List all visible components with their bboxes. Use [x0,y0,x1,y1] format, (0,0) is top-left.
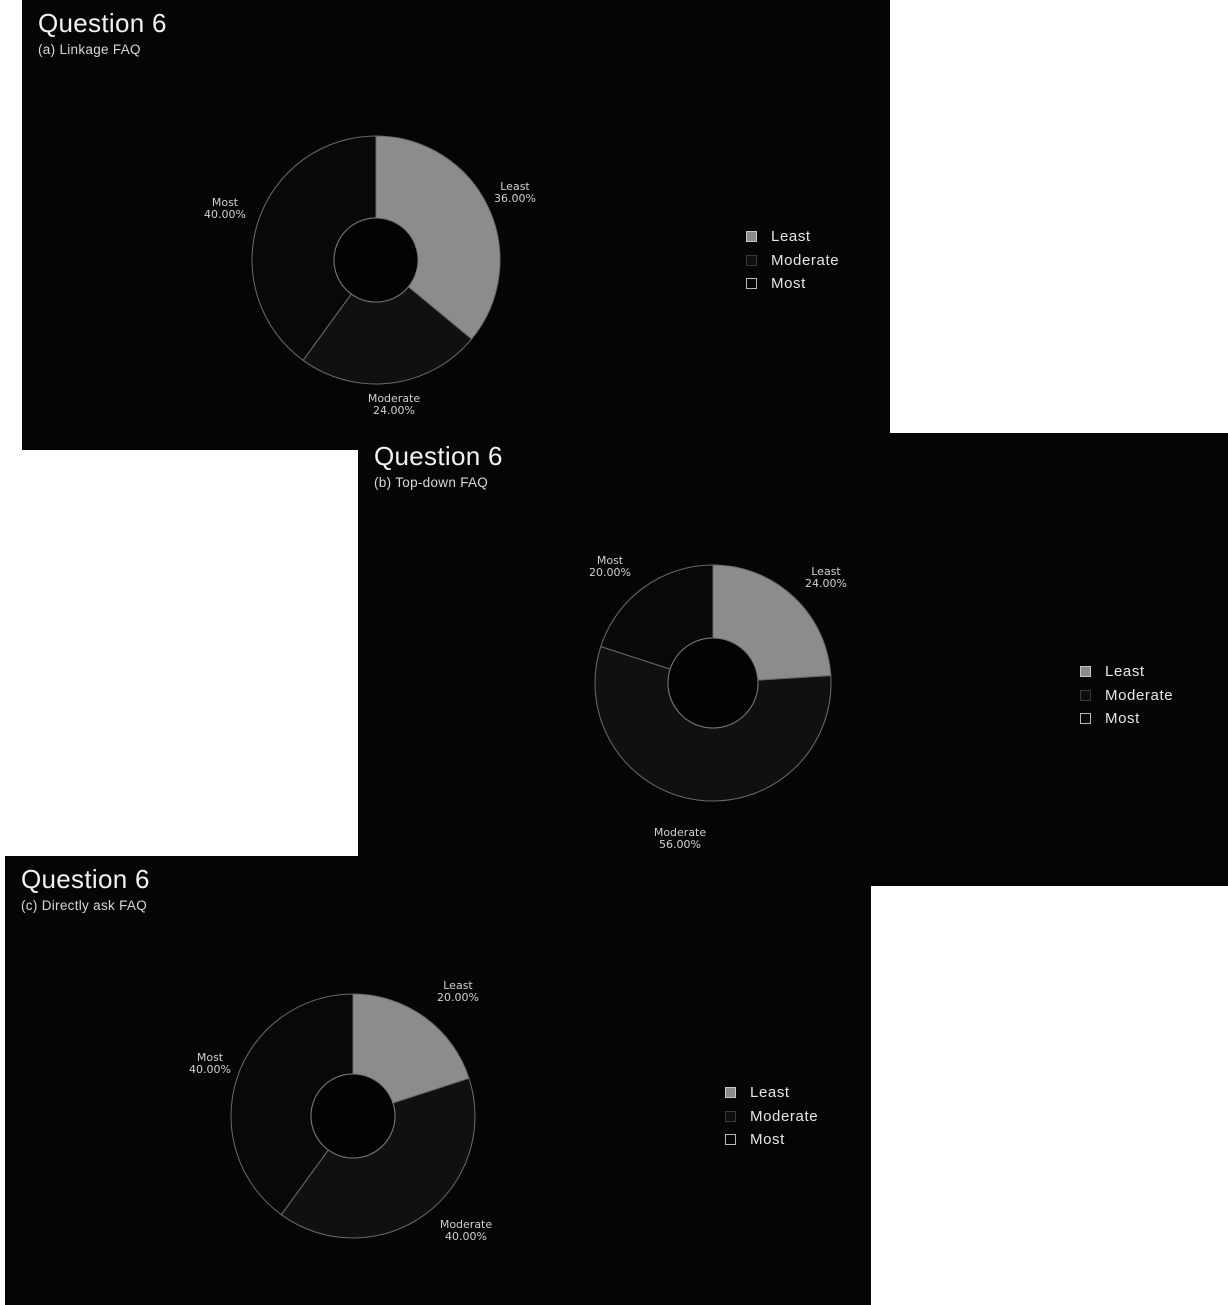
slice-label-most: Most [212,196,239,209]
slice-label-least: Least [500,180,530,193]
legend-label: Moderate [771,251,840,269]
legend-label: Most [1105,710,1140,728]
chart-subtitle: (c) Directly ask FAQ [21,898,148,913]
legend-label: Least [771,228,811,246]
legend-item-least: Least [725,1081,818,1105]
slice-value-least: 20.00% [437,991,479,1004]
legend-label: Most [750,1131,785,1149]
legend-item-least: Least [1080,660,1173,684]
legend-label: Most [771,275,806,293]
legend-item-moderate: Moderate [725,1105,818,1129]
chart-panel-linkage: Question 6 (a) Linkage FAQ Least 36.00% Mo… [22,0,890,450]
slice-label-moderate: Moderate [440,1218,493,1231]
legend-item-most: Most [746,272,839,296]
legend-item-most: Most [725,1128,818,1152]
legend-item-least: Least [746,225,839,249]
legend-swatch-least [1080,666,1091,678]
chart-subtitle: (a) Linkage FAQ [38,42,141,57]
slice-value-moderate: 40.00% [445,1230,487,1243]
legend-swatch-most [725,1134,736,1146]
chart-panel-directly-ask: Question 6 (c) Directly ask FAQ Least 20.… [5,856,871,1305]
donut-hole [667,637,759,729]
chart-panel-top-down: Question 6 (b) Top-down FAQ Least 24.00% M… [358,433,1228,886]
legend-label: Moderate [750,1107,819,1125]
legend-swatch-most [1080,713,1091,725]
donut-hole [310,1073,396,1159]
legend-swatch-moderate [725,1110,736,1122]
slice-value-most: 40.00% [204,208,246,221]
legend-swatch-least [725,1087,736,1099]
legend-label: Moderate [1105,686,1174,704]
legend-swatch-moderate [746,254,757,266]
chart-title: Question 6 [21,864,150,894]
chart-legend: Least Moderate Most [746,225,839,296]
legend-swatch-most [746,278,757,290]
slice-label-most: Most [197,1051,224,1064]
slice-value-moderate: 56.00% [659,838,701,851]
slice-label-most: Most [597,554,624,567]
legend-item-moderate: Moderate [746,249,839,273]
legend-item-most: Most [1080,707,1173,731]
slice-label-least: Least [811,565,841,578]
legend-swatch-least [746,231,757,243]
chart-title: Question 6 [374,441,503,471]
slice-label-moderate: Moderate [654,826,707,839]
chart-title: Question 6 [38,8,167,38]
slice-value-most: 20.00% [589,566,631,579]
slice-label-least: Least [443,979,473,992]
slice-value-moderate: 24.00% [373,404,415,417]
slice-value-most: 40.00% [189,1063,231,1076]
chart-legend: Least Moderate Most [725,1081,818,1152]
slice-value-least: 36.00% [494,192,536,205]
legend-label: Least [1105,663,1145,681]
legend-label: Least [750,1084,790,1102]
legend-item-moderate: Moderate [1080,684,1173,708]
slice-label-moderate: Moderate [368,392,421,405]
slice-value-least: 24.00% [805,577,847,590]
donut-hole [333,217,419,303]
legend-swatch-moderate [1080,689,1091,701]
chart-legend: Least Moderate Most [1080,660,1173,731]
chart-subtitle: (b) Top-down FAQ [374,475,489,490]
